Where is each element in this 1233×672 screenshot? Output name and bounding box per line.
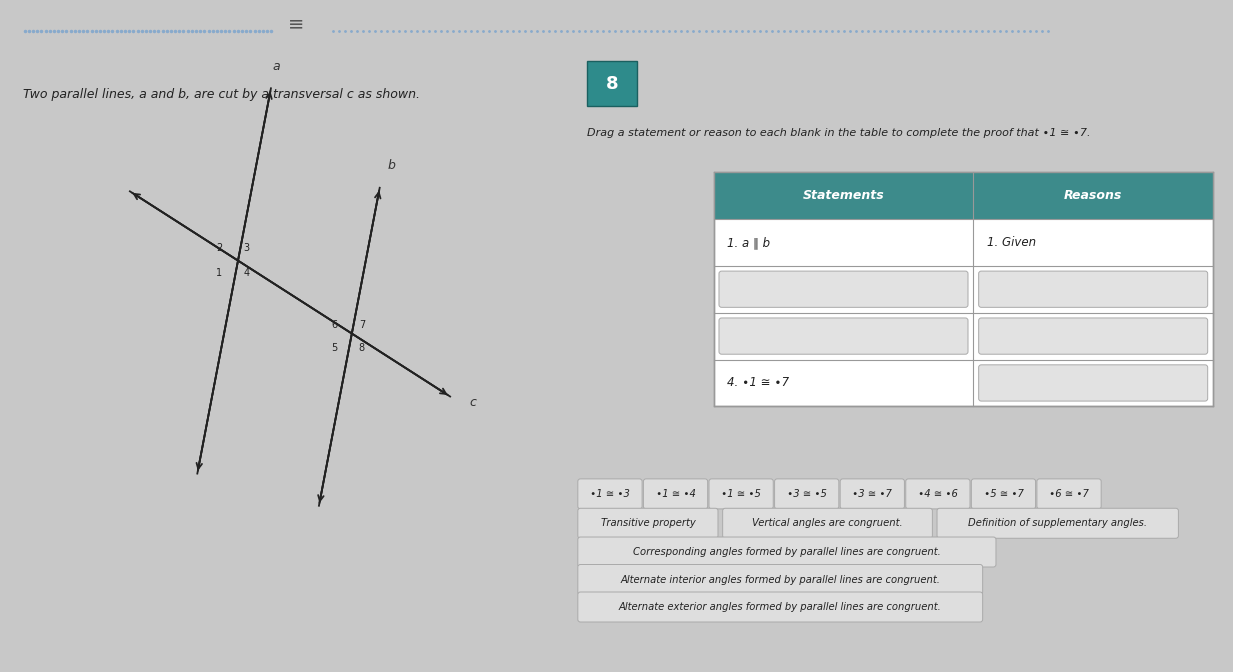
FancyBboxPatch shape <box>578 592 983 622</box>
Text: ∙5 ≅ ∙7: ∙5 ≅ ∙7 <box>984 489 1023 499</box>
FancyBboxPatch shape <box>840 479 905 509</box>
Text: ∙3 ≅ ∙5: ∙3 ≅ ∙5 <box>787 489 826 499</box>
Text: Transitive property: Transitive property <box>600 518 695 528</box>
FancyBboxPatch shape <box>719 271 968 307</box>
Text: Vertical angles are congruent.: Vertical angles are congruent. <box>752 518 903 528</box>
Bar <box>587 61 637 106</box>
FancyBboxPatch shape <box>578 537 996 567</box>
Text: Drag a statement or reason to each blank in the table to complete the proof that: Drag a statement or reason to each blank… <box>587 128 1091 138</box>
Text: ∙4 ≅ ∙6: ∙4 ≅ ∙6 <box>917 489 958 499</box>
Text: 2: 2 <box>216 243 223 253</box>
Text: 1. a ∥ b: 1. a ∥ b <box>727 236 771 249</box>
FancyBboxPatch shape <box>937 508 1179 538</box>
FancyBboxPatch shape <box>578 479 642 509</box>
Text: 5: 5 <box>332 343 338 353</box>
Text: Corresponding angles formed by parallel lines are congruent.: Corresponding angles formed by parallel … <box>633 547 941 557</box>
Text: ∙6 ≅ ∙7: ∙6 ≅ ∙7 <box>1049 489 1089 499</box>
FancyBboxPatch shape <box>979 271 1207 307</box>
FancyBboxPatch shape <box>723 508 932 538</box>
Text: 4: 4 <box>244 267 250 278</box>
Bar <box>714 172 1213 219</box>
Text: c: c <box>470 396 476 409</box>
Text: 1: 1 <box>217 267 223 278</box>
Text: 1. Given: 1. Given <box>986 236 1036 249</box>
FancyBboxPatch shape <box>578 508 718 538</box>
Text: 6: 6 <box>332 320 338 330</box>
Text: ≡: ≡ <box>287 14 305 33</box>
Text: Statements: Statements <box>803 189 884 202</box>
Text: Reasons: Reasons <box>1064 189 1122 202</box>
Text: ∙1 ≅ ∙5: ∙1 ≅ ∙5 <box>721 489 761 499</box>
Text: Two parallel lines, a and b, are cut by a transversal c as shown.: Two parallel lines, a and b, are cut by … <box>22 87 419 101</box>
FancyBboxPatch shape <box>972 479 1036 509</box>
Text: a: a <box>272 60 280 73</box>
FancyBboxPatch shape <box>979 318 1207 354</box>
Bar <box>714 172 1213 407</box>
Text: ∙1 ≅ ∙3: ∙1 ≅ ∙3 <box>591 489 630 499</box>
FancyBboxPatch shape <box>644 479 708 509</box>
FancyBboxPatch shape <box>979 365 1207 401</box>
FancyBboxPatch shape <box>719 318 968 354</box>
Text: 4. ∙1 ≅ ∙7: 4. ∙1 ≅ ∙7 <box>727 376 789 390</box>
Text: Alternate interior angles formed by parallel lines are congruent.: Alternate interior angles formed by para… <box>620 575 941 585</box>
Text: 7: 7 <box>359 320 365 330</box>
Text: b: b <box>387 159 395 172</box>
Text: Alternate exterior angles formed by parallel lines are congruent.: Alternate exterior angles formed by para… <box>619 602 942 612</box>
Text: 8: 8 <box>605 75 619 93</box>
FancyBboxPatch shape <box>774 479 838 509</box>
FancyBboxPatch shape <box>709 479 773 509</box>
FancyBboxPatch shape <box>906 479 970 509</box>
Text: ∙1 ≅ ∙4: ∙1 ≅ ∙4 <box>656 489 695 499</box>
Text: Definition of supplementary angles.: Definition of supplementary angles. <box>968 518 1147 528</box>
Text: 3: 3 <box>244 243 250 253</box>
FancyBboxPatch shape <box>578 564 983 595</box>
FancyBboxPatch shape <box>1037 479 1101 509</box>
Text: 8: 8 <box>359 343 365 353</box>
Text: ∙3 ≅ ∙7: ∙3 ≅ ∙7 <box>852 489 893 499</box>
